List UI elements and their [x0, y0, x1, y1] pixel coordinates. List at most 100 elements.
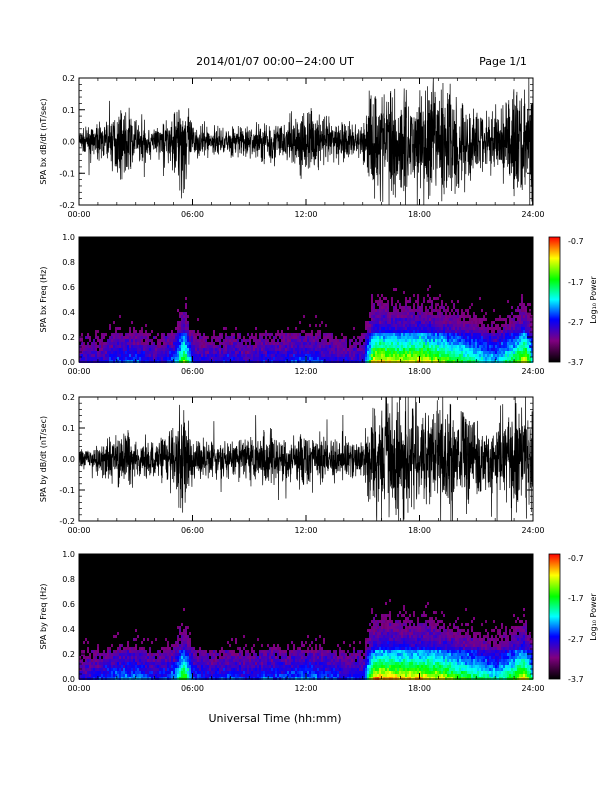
spectrogram-cell — [357, 351, 359, 354]
spectrogram-cell — [429, 339, 431, 342]
spectrogram-cell — [441, 330, 443, 333]
spectrogram-cell — [153, 665, 155, 668]
spectrogram-cell — [221, 342, 223, 345]
spectrogram-cell — [415, 318, 417, 321]
spectrogram-cell — [85, 671, 87, 674]
spectrogram-cell — [155, 665, 157, 668]
spectrogram-cell — [331, 671, 333, 674]
spectrogram-cell — [187, 354, 189, 357]
spectrogram-cell — [189, 641, 191, 644]
spectrogram-cell — [311, 674, 313, 677]
spectrogram-cell — [319, 668, 321, 671]
spectrogram-cell — [397, 339, 399, 342]
spectrogram-cell — [175, 662, 177, 665]
spectrogram-cell — [271, 342, 273, 345]
spectrogram-cell — [91, 351, 93, 354]
spectrogram-cell — [443, 354, 445, 357]
spectrogram-cell — [297, 333, 299, 336]
spectrogram-cell — [347, 665, 349, 668]
spectrogram-cell — [475, 339, 477, 342]
spectrogram-cell — [99, 656, 101, 659]
spectrogram-cell — [255, 659, 257, 662]
spectrogram-cell — [95, 354, 97, 357]
spectrogram-cell — [205, 671, 207, 674]
spectrogram-cell — [411, 345, 413, 348]
spectrogram-cell — [93, 357, 95, 360]
spectrogram-cell — [297, 348, 299, 351]
spectrogram-cell — [167, 647, 169, 650]
spectrogram-cell — [237, 665, 239, 668]
spectrogram-cell — [95, 336, 97, 339]
spectrogram-cell — [377, 294, 379, 297]
spectrogram-cell — [277, 662, 279, 665]
spectrogram-cell — [141, 650, 143, 653]
spectrogram-cell — [99, 354, 101, 357]
spectrogram-cell — [183, 629, 185, 632]
spectrogram-cell — [307, 345, 309, 348]
spectrogram-cell — [333, 342, 335, 345]
spectrogram-cell — [265, 345, 267, 348]
spectrogram-cell — [339, 674, 341, 677]
spectrogram-cell — [285, 662, 287, 665]
spectrogram-cell — [113, 650, 115, 653]
spectrogram-cell — [523, 351, 525, 354]
spectrogram-cell — [511, 330, 513, 333]
spectrogram-cell — [439, 309, 441, 312]
spectrogram-cell — [353, 665, 355, 668]
spectrogram-cell — [447, 357, 449, 360]
spectrogram-cell — [291, 665, 293, 668]
spectrogram-cell — [399, 315, 401, 318]
spectrogram-cell — [109, 357, 111, 360]
spectrogram-cell — [371, 297, 373, 300]
spectrogram-cell — [93, 653, 95, 656]
spectrogram-cell — [97, 659, 99, 662]
spectrogram-cell — [155, 354, 157, 357]
spectrogram-cell — [431, 333, 433, 336]
spectrogram-cell — [131, 354, 133, 357]
spectrogram-cell — [115, 348, 117, 351]
spectrogram-cell — [243, 357, 245, 360]
spectrogram-cell — [211, 671, 213, 674]
spectrogram-cell — [415, 321, 417, 324]
spectrogram-cell — [437, 309, 439, 312]
spectrogram-cell — [335, 354, 337, 357]
spectrogram-cell — [525, 321, 527, 324]
spectrogram-cell — [351, 653, 353, 656]
spectrogram-cell — [247, 656, 249, 659]
spectrogram-cell — [341, 345, 343, 348]
spectrogram-cell — [337, 351, 339, 354]
spectrogram-cell — [297, 668, 299, 671]
spectrogram-cell — [415, 333, 417, 336]
spectrogram-cell — [203, 650, 205, 653]
spectrogram-cell — [211, 650, 213, 653]
spectrogram-cell — [137, 345, 139, 348]
spectrogram-cell — [119, 668, 121, 671]
spectrogram-cell — [327, 671, 329, 674]
spectrogram-cell — [369, 336, 371, 339]
spectrogram-cell — [519, 345, 521, 348]
spectrogram-cell — [509, 327, 511, 330]
spectrogram-cell — [193, 659, 195, 662]
spectrogram-cell — [403, 312, 405, 315]
spectrogram-cell — [343, 659, 345, 662]
spectrogram-cell — [281, 342, 283, 345]
spectrogram-cell — [405, 315, 407, 318]
spectrogram-cell — [295, 339, 297, 342]
spectrogram-cell — [455, 327, 457, 330]
spectrogram-cell — [495, 354, 497, 357]
spectrogram-cell — [393, 336, 395, 339]
spectrogram-cell — [311, 671, 313, 674]
spectrogram-cell — [477, 351, 479, 354]
spectrogram-cell — [371, 638, 373, 641]
spectrogram-cell — [209, 659, 211, 662]
spectrogram-cell — [395, 306, 397, 309]
spectrogram-cell — [327, 665, 329, 668]
spectrogram-cell — [91, 348, 93, 351]
spectrogram-cell — [333, 650, 335, 653]
spectrogram-cell — [129, 656, 131, 659]
spectrogram-cell — [105, 671, 107, 674]
spectrogram-cell — [335, 662, 337, 665]
spectrogram-cell — [213, 348, 215, 351]
spectrogram-cell — [379, 357, 381, 360]
spectrogram-cell — [503, 351, 505, 354]
